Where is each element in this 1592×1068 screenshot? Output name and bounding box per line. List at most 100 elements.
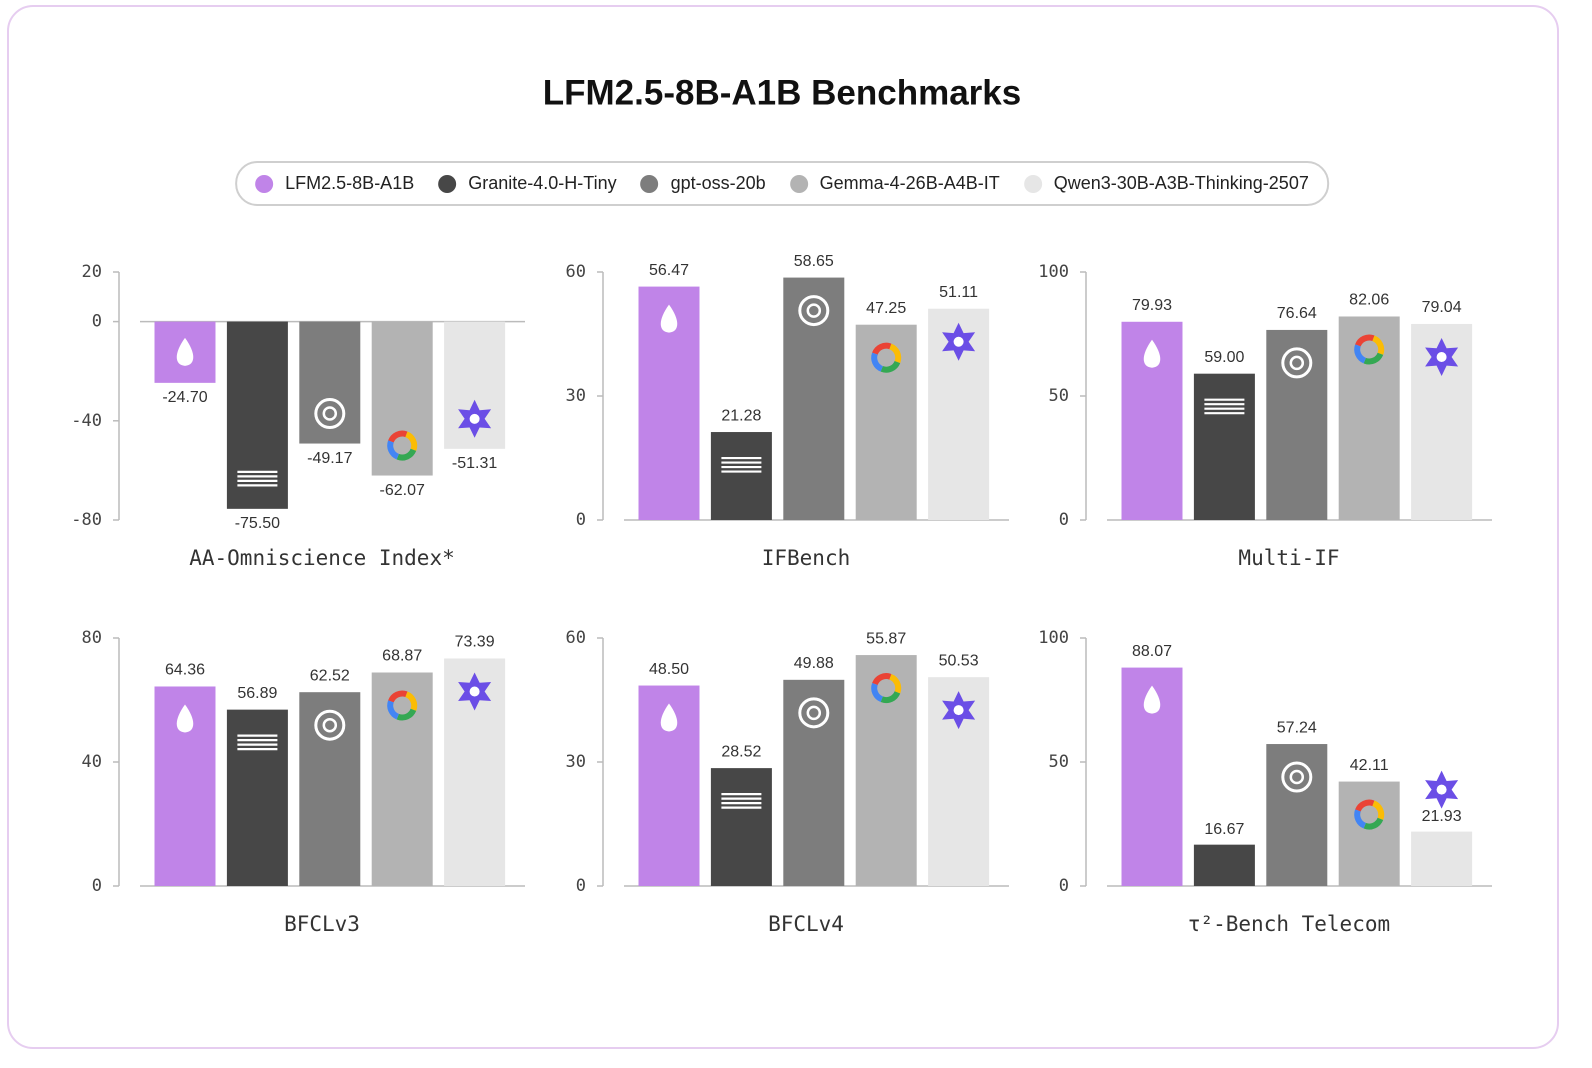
- bar: [1338, 781, 1400, 886]
- model-icon: [660, 703, 678, 732]
- value-label: 42.11: [1350, 757, 1389, 774]
- icon-shape: [387, 430, 418, 461]
- icon-shape: [871, 673, 902, 704]
- model-icon: [1143, 339, 1161, 368]
- model-icon: [1425, 770, 1459, 809]
- legend-label: LFM2.5-8B-A1B: [285, 173, 415, 193]
- model-icon: [387, 690, 418, 721]
- y-tick-label: 80: [82, 628, 102, 648]
- chart-title: AA-Omniscience Index*: [189, 546, 455, 570]
- model-icon: [1204, 794, 1245, 811]
- bar: [1338, 316, 1400, 520]
- icon-shape: [387, 430, 418, 461]
- icon-shape: [1281, 761, 1313, 793]
- value-label: -49.17: [307, 450, 352, 467]
- icon-shape: [871, 342, 902, 373]
- bar: [783, 277, 845, 520]
- y-tick-label: 100: [1038, 262, 1069, 282]
- legend-item: Qwen3-30B-A3B-Thinking-2507: [1023, 173, 1309, 194]
- model-icon: [1204, 398, 1245, 415]
- bar: [371, 321, 433, 476]
- icon-shape: [1354, 334, 1385, 365]
- icon-shape: [1354, 799, 1385, 830]
- y-tick-label: 0: [1059, 510, 1069, 530]
- value-label: 56.47: [649, 262, 689, 279]
- icon-shape: [660, 304, 678, 333]
- model-icon: [1354, 334, 1385, 365]
- icon-shape: [387, 690, 418, 721]
- chart-title: BFCLv4: [768, 912, 844, 936]
- legend-label: gpt-oss-20b: [670, 173, 766, 193]
- icon-shape: [953, 336, 964, 347]
- value-label: 48.50: [649, 661, 689, 678]
- legend-swatch: [438, 174, 457, 193]
- icon-shape: [322, 717, 338, 733]
- value-label: 56.89: [237, 685, 277, 702]
- legend-item: LFM2.5-8B-A1B: [255, 173, 414, 194]
- y-tick-label: -40: [71, 411, 102, 431]
- y-tick-label: 60: [566, 628, 586, 648]
- legend: LFM2.5-8B-A1B Granite-4.0-H-Tiny gpt-oss-2…: [235, 161, 1329, 206]
- model-icon: [1281, 761, 1313, 793]
- y-tick-label: 40: [82, 752, 102, 772]
- legend-label: Gemma-4-26B-A4B-IT: [819, 173, 1000, 193]
- value-label: 58.65: [794, 253, 834, 270]
- model-icon: [458, 672, 492, 711]
- y-tick-label: 50: [1049, 386, 1069, 406]
- value-label: 21.93: [1422, 808, 1462, 825]
- icon-shape: [1436, 784, 1447, 795]
- icon-shape: [798, 697, 830, 729]
- bar: [855, 655, 917, 886]
- value-label: 62.52: [310, 667, 350, 684]
- chart-title: IFBench: [762, 546, 851, 570]
- model-icon: [660, 304, 678, 333]
- bar: [1411, 831, 1473, 886]
- icon-shape: [387, 690, 418, 721]
- icon-shape: [469, 686, 480, 697]
- value-label: 51.11: [939, 284, 978, 301]
- legend-item: gpt-oss-20b: [640, 173, 766, 194]
- value-label: 59.00: [1204, 349, 1244, 366]
- bar: [1193, 844, 1255, 886]
- icon-shape: [871, 342, 902, 373]
- y-tick-label: 20: [82, 262, 102, 282]
- model-icon: [176, 704, 194, 733]
- bar: [1266, 329, 1328, 520]
- value-label: 88.07: [1132, 643, 1172, 660]
- value-label: 64.36: [165, 662, 205, 679]
- bar: [710, 432, 772, 520]
- y-tick-label: 0: [92, 312, 102, 332]
- chart-title: BFCLv3: [284, 912, 360, 936]
- value-label: 57.24: [1277, 719, 1317, 736]
- model-icon: [1425, 338, 1459, 376]
- legend-label: Qwen3-30B-A3B-Thinking-2507: [1053, 173, 1309, 193]
- icon-shape: [806, 303, 822, 318]
- bar: [855, 324, 917, 520]
- bar: [299, 692, 361, 886]
- y-tick-label: 0: [576, 876, 586, 896]
- model-icon: [798, 295, 830, 327]
- bar: [299, 321, 361, 444]
- icon-shape: [1354, 334, 1385, 365]
- value-label: 47.25: [866, 300, 906, 317]
- model-icon: [176, 337, 194, 366]
- value-label: 16.67: [1204, 821, 1244, 838]
- bar: [371, 672, 433, 886]
- bar: [710, 768, 772, 886]
- model-icon: [237, 470, 278, 487]
- legend-item: Granite-4.0-H-Tiny: [438, 173, 617, 194]
- value-label: 82.06: [1349, 292, 1389, 309]
- model-icon: [458, 399, 492, 438]
- model-icon: [1281, 347, 1313, 379]
- icon-shape: [1143, 685, 1161, 714]
- icon-shape: [1143, 339, 1161, 368]
- model-icon: [871, 342, 902, 373]
- icon-shape: [314, 709, 346, 741]
- legend-swatch: [255, 174, 274, 193]
- icon-shape: [953, 705, 964, 716]
- icon-shape: [176, 704, 194, 733]
- y-tick-label: 60: [566, 262, 586, 282]
- value-label: 79.04: [1422, 299, 1462, 316]
- y-tick-label: 50: [1049, 752, 1069, 772]
